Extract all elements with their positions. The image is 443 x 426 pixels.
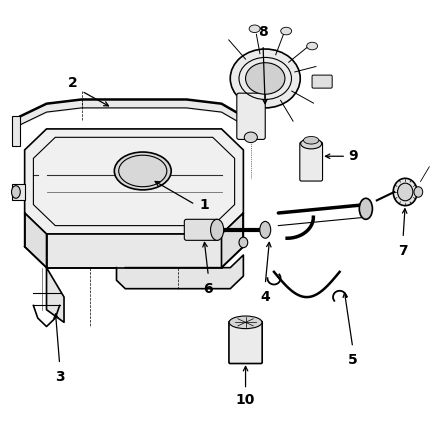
FancyBboxPatch shape bbox=[312, 75, 332, 88]
Polygon shape bbox=[47, 268, 64, 322]
FancyBboxPatch shape bbox=[184, 219, 219, 240]
Ellipse shape bbox=[397, 183, 413, 201]
Text: 5: 5 bbox=[348, 353, 358, 367]
Ellipse shape bbox=[393, 178, 417, 206]
Ellipse shape bbox=[260, 222, 271, 238]
Ellipse shape bbox=[239, 237, 248, 248]
Text: 2: 2 bbox=[68, 76, 78, 89]
Polygon shape bbox=[25, 213, 47, 268]
Polygon shape bbox=[47, 234, 222, 268]
Text: 4: 4 bbox=[260, 290, 270, 304]
Polygon shape bbox=[117, 255, 243, 289]
FancyBboxPatch shape bbox=[229, 321, 262, 363]
Ellipse shape bbox=[249, 25, 260, 32]
Ellipse shape bbox=[210, 219, 224, 240]
Polygon shape bbox=[12, 116, 20, 146]
Text: 8: 8 bbox=[258, 25, 268, 39]
FancyBboxPatch shape bbox=[300, 142, 323, 181]
Ellipse shape bbox=[230, 49, 300, 108]
Ellipse shape bbox=[244, 132, 257, 143]
Text: 9: 9 bbox=[348, 149, 358, 163]
Ellipse shape bbox=[12, 186, 20, 198]
Text: 6: 6 bbox=[204, 282, 213, 296]
Text: 3: 3 bbox=[55, 370, 65, 384]
Ellipse shape bbox=[303, 136, 319, 144]
Ellipse shape bbox=[281, 27, 291, 35]
Text: 10: 10 bbox=[236, 393, 255, 407]
Text: 7: 7 bbox=[398, 244, 408, 258]
Ellipse shape bbox=[114, 152, 171, 190]
Polygon shape bbox=[25, 129, 243, 234]
FancyBboxPatch shape bbox=[237, 93, 265, 139]
Text: 1: 1 bbox=[199, 198, 209, 212]
Ellipse shape bbox=[245, 63, 285, 94]
Polygon shape bbox=[12, 184, 25, 200]
Ellipse shape bbox=[229, 316, 262, 328]
Ellipse shape bbox=[307, 42, 318, 50]
Polygon shape bbox=[222, 213, 243, 268]
Ellipse shape bbox=[359, 198, 373, 219]
Ellipse shape bbox=[414, 187, 423, 197]
Ellipse shape bbox=[301, 138, 322, 149]
